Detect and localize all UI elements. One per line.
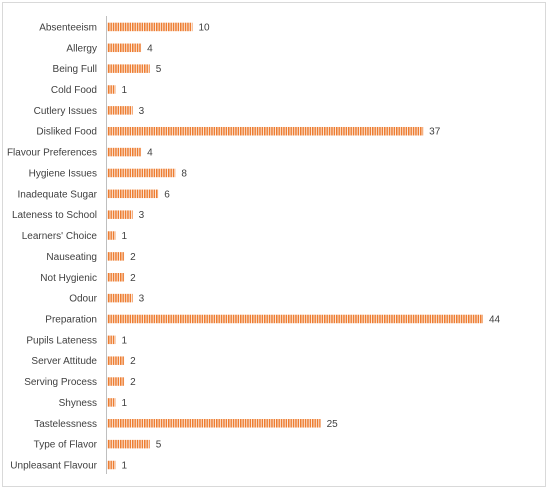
category-label: Serving Process — [24, 377, 97, 388]
bar — [107, 356, 125, 365]
data-label: 5 — [156, 64, 162, 75]
bar — [107, 210, 133, 219]
category-label: Server Attitude — [31, 356, 97, 367]
bar — [107, 335, 116, 345]
bar — [107, 293, 133, 303]
data-label: 4 — [147, 148, 153, 159]
bar — [107, 419, 321, 428]
data-label: 3 — [139, 106, 145, 117]
data-label: 8 — [181, 168, 187, 179]
category-label: Absenteeism — [39, 22, 97, 33]
bar — [107, 460, 116, 470]
data-label: 2 — [130, 252, 136, 263]
data-label: 1 — [122, 85, 128, 96]
category-label: Nauseating — [46, 252, 97, 263]
bar — [107, 439, 150, 449]
category-label: Not Hygienic — [40, 273, 97, 284]
bar — [107, 314, 483, 324]
bar — [107, 43, 142, 53]
bar — [107, 22, 193, 32]
data-label: 1 — [122, 335, 128, 346]
category-label: Inadequate Sugar — [17, 189, 97, 200]
data-label: 3 — [139, 294, 145, 305]
category-label: Lateness to School — [12, 210, 97, 221]
data-label: 37 — [429, 127, 441, 138]
bar — [107, 106, 133, 115]
category-label: Odour — [69, 294, 97, 305]
category-label: Shyness — [59, 398, 97, 409]
data-label: 3 — [139, 210, 145, 221]
category-label: Pupils Lateness — [26, 335, 97, 346]
bar — [107, 168, 176, 178]
category-label: Type of Flavor — [34, 440, 98, 451]
bar — [107, 85, 116, 94]
data-label: 2 — [130, 356, 136, 367]
data-label: 2 — [130, 273, 136, 284]
category-label: Unpleasant Flavour — [10, 460, 97, 471]
bar — [107, 377, 125, 386]
bar — [107, 273, 125, 282]
data-label: 10 — [198, 22, 210, 33]
category-label: Allergy — [66, 43, 97, 54]
data-label: 1 — [122, 460, 128, 471]
category-label: Learners' Choice — [22, 231, 98, 242]
data-label: 4 — [147, 43, 153, 54]
bar — [107, 231, 116, 240]
data-label: 1 — [122, 398, 128, 409]
bar — [107, 126, 424, 136]
data-label: 25 — [327, 419, 339, 430]
bar — [107, 252, 125, 261]
bar — [107, 398, 116, 407]
data-label: 6 — [164, 189, 170, 200]
chart-frame — [2, 2, 546, 487]
category-label: Preparation — [45, 314, 97, 325]
bar — [107, 189, 159, 199]
category-label: Tastelessness — [34, 419, 97, 430]
category-label: Hygiene Issues — [29, 168, 97, 179]
data-label: 5 — [156, 440, 162, 451]
data-label: 2 — [130, 377, 136, 388]
category-label: Being Full — [53, 64, 97, 75]
bars-group: Absenteeism 10 Allergy 4 Being Full 5 Cold Foo… — [7, 22, 501, 471]
category-label: Cutlery Issues — [34, 106, 97, 117]
category-label: Disliked Food — [36, 127, 97, 138]
category-label: Flavour Preferences — [7, 148, 97, 159]
data-label: 44 — [489, 314, 501, 325]
bar — [107, 64, 150, 73]
bar — [107, 147, 142, 157]
data-label: 1 — [122, 231, 128, 242]
category-label: Cold Food — [51, 85, 97, 96]
